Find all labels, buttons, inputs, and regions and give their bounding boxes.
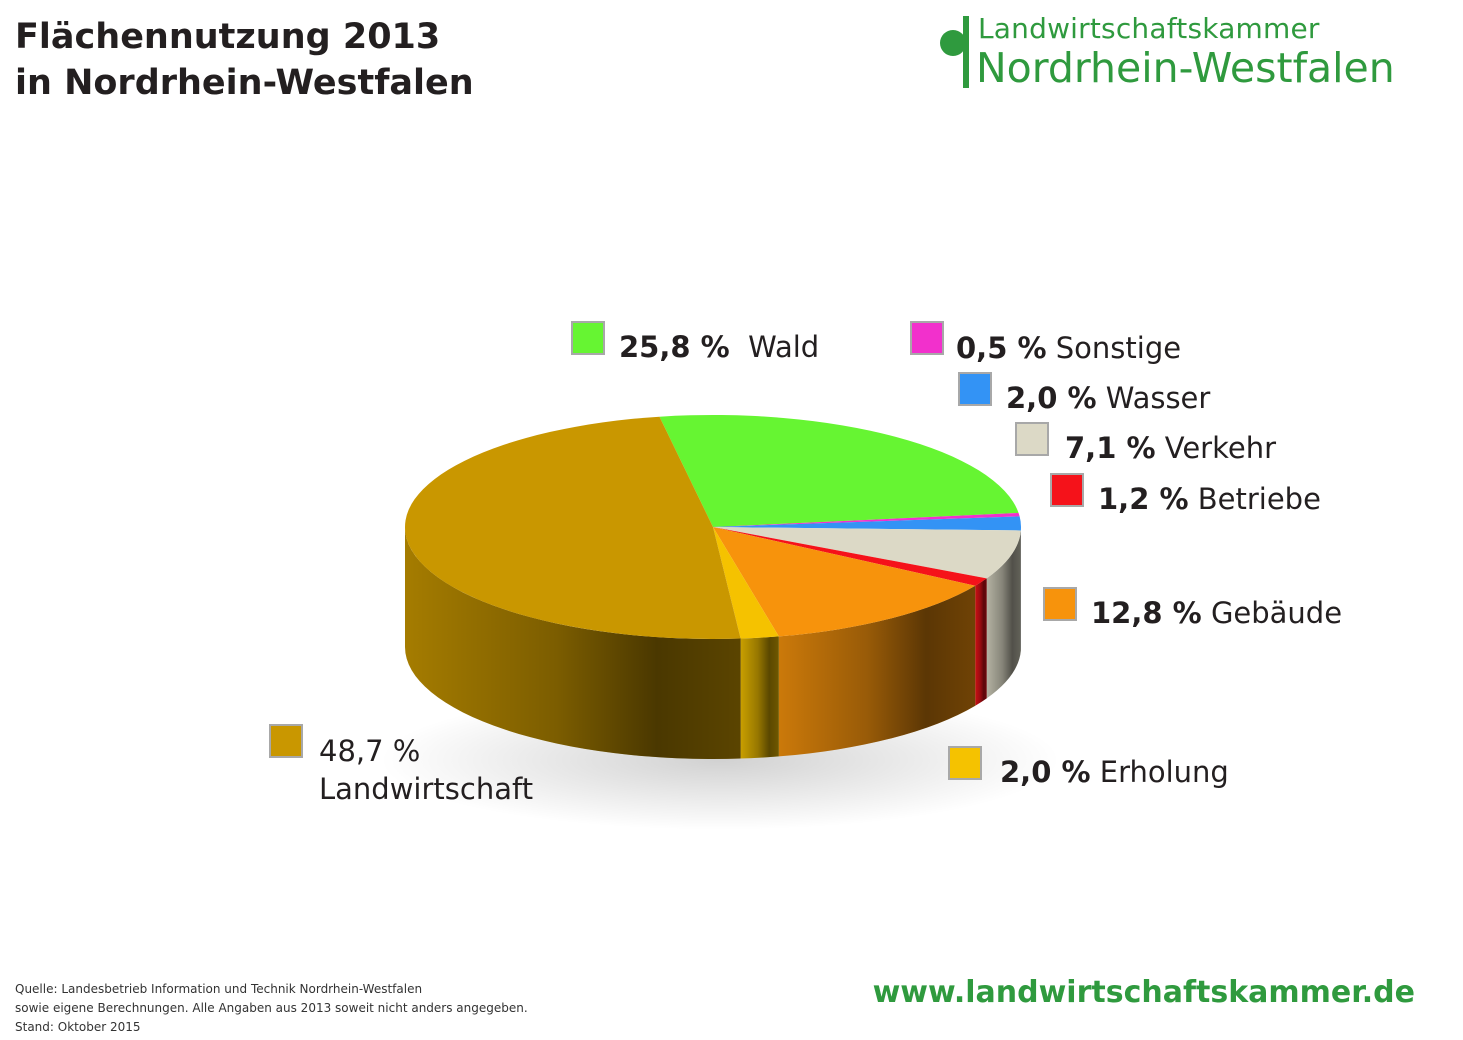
legend-swatch-sonstige bbox=[910, 321, 944, 355]
legend-item-wald: 25,8 % Wald bbox=[571, 321, 819, 365]
legend-label-landwirtschaft: Landwirtschaft bbox=[319, 772, 534, 806]
legend-pct-erholung: 2,0 % bbox=[1000, 755, 1091, 789]
legend-item-wasser: 2,0 % Wasser bbox=[958, 372, 1210, 416]
pie-slice-gebaeude bbox=[713, 527, 976, 637]
legend-pct-gebaeude: 12,8 % bbox=[1091, 596, 1202, 630]
legend-item-betriebe: 1,2 % Betriebe bbox=[1050, 473, 1321, 517]
legend-label-wald: Wald bbox=[748, 330, 820, 364]
lwk-logo: Landwirtschaftskammer Nordrhein-Westfale… bbox=[940, 12, 1440, 94]
logo-line2: Nordrhein-Westfalen bbox=[976, 44, 1395, 92]
pie-slice-landwirtschaft bbox=[404, 416, 741, 639]
pie-side-shade-erholung bbox=[740, 636, 779, 759]
legend-item-erholung: 2,0 % Erholung bbox=[948, 746, 1229, 790]
legend-swatch-landwirtschaft bbox=[269, 724, 303, 758]
legend-pct-landwirtschaft: 48,7 % bbox=[319, 734, 421, 768]
chart-title: Flächennutzung 2013 in Nordrhein-Westfal… bbox=[15, 14, 474, 106]
pie-slice-betriebe bbox=[713, 527, 987, 586]
pie-side-shade-gebaeude bbox=[778, 585, 976, 757]
pie-side-shade-betriebe bbox=[975, 578, 987, 706]
pie-slice-sonstige bbox=[713, 512, 1020, 527]
legend-label-verkehr: Verkehr bbox=[1164, 431, 1277, 465]
legend-pct-wasser: 2,0 % bbox=[1006, 381, 1097, 415]
source-line3: Stand: Oktober 2015 bbox=[15, 1020, 141, 1034]
pie-slice-verkehr bbox=[713, 527, 1021, 579]
pie-slice-wasser bbox=[713, 516, 1021, 531]
legend-item-verkehr: 7,1 % Verkehr bbox=[1015, 422, 1276, 466]
pie-top bbox=[404, 415, 1021, 639]
legend-pct-wald: 25,8 % bbox=[619, 330, 730, 364]
legend-pct-betriebe: 1,2 % bbox=[1098, 482, 1189, 516]
legend-swatch-gebaeude bbox=[1043, 587, 1077, 621]
pie-slice-erholung bbox=[713, 527, 779, 639]
legend-pct-sonstige: 0,5 % bbox=[956, 331, 1047, 365]
pie-side-shade-landwirtschaft bbox=[405, 527, 741, 759]
legend-swatch-betriebe bbox=[1050, 473, 1084, 507]
logo-bar-icon bbox=[963, 16, 969, 88]
legend-item-gebaeude: 12,8 % Gebäude bbox=[1043, 587, 1342, 631]
legend-label-betriebe: Betriebe bbox=[1197, 482, 1321, 516]
chart-title-line1: Flächennutzung 2013 bbox=[15, 17, 441, 57]
source-note: Quelle: Landesbetrieb Information und Te… bbox=[15, 980, 528, 1037]
website-url[interactable]: www.landwirtschaftskammer.de bbox=[872, 975, 1415, 1010]
pie-slice-wald bbox=[659, 415, 1019, 527]
chart-title-line2: in Nordrhein-Westfalen bbox=[15, 63, 474, 103]
legend-label-wasser: Wasser bbox=[1105, 381, 1211, 415]
legend-item-landwirtschaft: 48,7 % Landwirtschaft bbox=[269, 724, 569, 814]
legend-label-erholung: Erholung bbox=[1099, 755, 1229, 789]
legend-label-sonstige: Sonstige bbox=[1055, 331, 1182, 365]
pie-side-shade-verkehr bbox=[986, 530, 1021, 699]
pie-sides bbox=[405, 527, 1021, 759]
logo-line1: Landwirtschaftskammer bbox=[978, 12, 1320, 45]
legend-pct-verkehr: 7,1 % bbox=[1065, 431, 1156, 465]
legend-swatch-verkehr bbox=[1015, 422, 1049, 456]
source-line2: sowie eigene Berechnungen. Alle Angaben … bbox=[15, 1001, 528, 1015]
source-line1: Quelle: Landesbetrieb Information und Te… bbox=[15, 982, 423, 996]
legend-swatch-erholung bbox=[948, 746, 982, 780]
legend-label-gebaeude: Gebäude bbox=[1210, 596, 1343, 630]
legend-item-sonstige: 0,5 % Sonstige bbox=[910, 321, 1181, 366]
legend-swatch-wasser bbox=[958, 372, 992, 406]
legend-swatch-wald bbox=[571, 321, 605, 355]
logo-dot-icon bbox=[940, 30, 966, 56]
